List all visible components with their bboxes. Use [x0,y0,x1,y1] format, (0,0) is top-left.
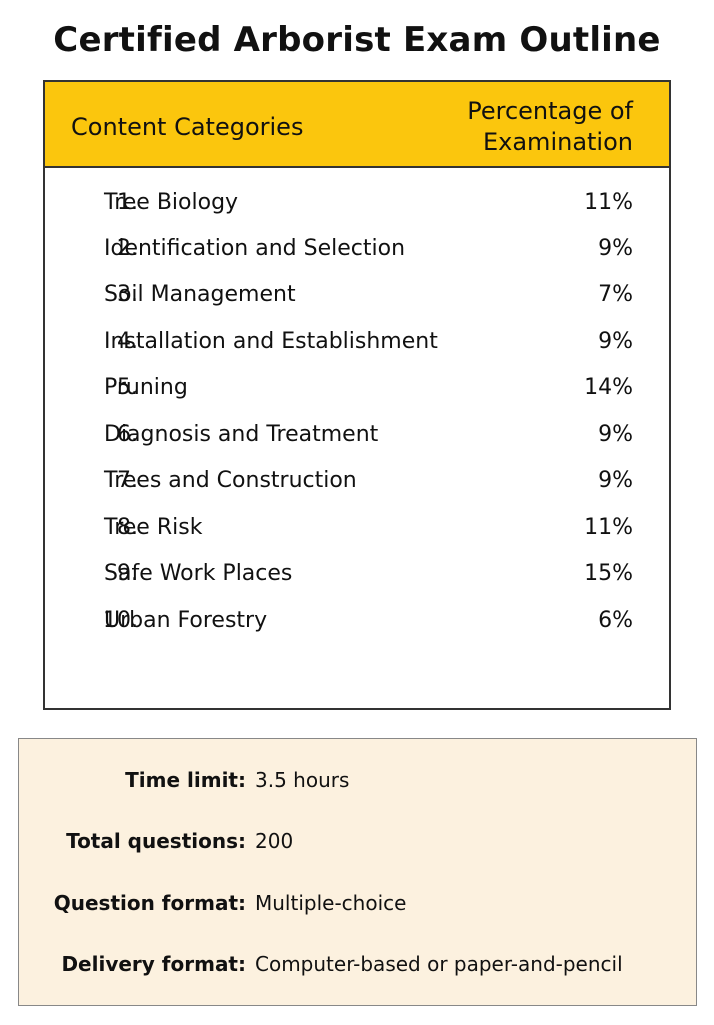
row-number: 8. [117,515,138,540]
row-category: Safe Work Places [104,561,293,586]
row-number: 5. [117,375,138,400]
table-row: 7. Trees and Construction 9% [45,468,669,514]
column-header-percentage-line2: Examination [482,128,633,156]
detail-value: 200 [255,829,294,853]
row-number: 3. [117,282,138,307]
row-percentage: 14% [584,375,633,400]
row-category: Trees and Construction [104,468,357,493]
row-number: 4. [117,329,138,354]
detail-row-total-questions: Total questions: 200 [19,829,698,859]
row-category: Soil Management [104,282,296,307]
detail-label: Delivery format: [61,952,246,976]
row-number: 10. [103,608,138,633]
row-category: Tree Biology [104,190,239,215]
row-percentage: 11% [584,190,633,215]
detail-row-question-format: Question format: Multiple-choice [19,891,698,921]
detail-label: Total questions: [66,829,246,853]
row-percentage: 6% [598,608,633,633]
table-row: 4. Installation and Establishment 9% [45,329,669,375]
detail-value: 3.5 hours [255,768,350,792]
row-percentage: 15% [584,561,633,586]
column-header-percentage: Percentage of Examination [413,96,633,158]
row-category: Identification and Selection [104,236,406,261]
row-number: 9. [117,561,138,586]
row-number: 1. [117,190,138,215]
table-row: 6. Diagnosis and Treatment 9% [45,422,669,468]
table-header: Content Categories Percentage of Examina… [45,82,669,168]
column-header-percentage-line1: Percentage of [467,97,633,125]
row-percentage: 11% [584,515,633,540]
table-row: 10. Urban Forestry 6% [45,608,669,654]
detail-label: Question format: [53,891,246,915]
row-category: Installation and Establishment [104,329,438,354]
detail-row-delivery-format: Delivery format: Computer-based or paper… [19,952,698,982]
row-category: Diagnosis and Treatment [104,422,379,447]
row-number: 7. [117,468,138,493]
row-category: Pruning [104,375,188,400]
exam-outline-table: Content Categories Percentage of Examina… [43,80,671,710]
detail-value: Multiple-choice [255,891,407,915]
detail-label: Time limit: [125,768,246,792]
row-number: 6. [117,422,138,447]
table-row: 1. Tree Biology 11% [45,190,669,236]
exam-details-box: Time limit: 3.5 hours Total questions: 2… [18,738,697,1006]
row-percentage: 9% [598,422,633,447]
detail-row-time-limit: Time limit: 3.5 hours [19,768,698,798]
row-category: Urban Forestry [104,608,268,633]
row-percentage: 9% [598,236,633,261]
table-row: 3. Soil Management 7% [45,282,669,328]
table-row: 8. Tree Risk 11% [45,515,669,561]
table-row: 2. Identification and Selection 9% [45,236,669,282]
table-row: 9. Safe Work Places 15% [45,561,669,607]
row-percentage: 9% [598,468,633,493]
row-category: Tree Risk [104,515,203,540]
row-number: 2. [117,236,138,261]
row-percentage: 9% [598,329,633,354]
column-header-content-categories: Content Categories [71,113,304,141]
table-row: 5. Pruning 14% [45,375,669,421]
row-percentage: 7% [598,282,633,307]
detail-value: Computer-based or paper-and-pencil [255,952,623,976]
page-title: Certified Arborist Exam Outline [53,20,661,60]
